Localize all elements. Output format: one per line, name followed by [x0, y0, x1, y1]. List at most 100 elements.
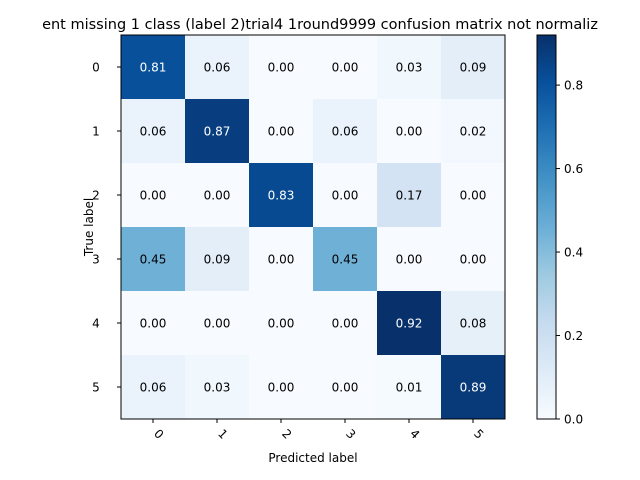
y-tick-label: 5 — [92, 381, 100, 395]
y-tick-label: 1 — [92, 125, 100, 139]
plot-frame — [120, 34, 506, 420]
heatmap-cell — [121, 163, 186, 228]
colorbar-ticks: 0.0 0.2 0.4 0.6 0.8 — [556, 79, 583, 427]
colorbar-tick-label: 0.4 — [564, 246, 583, 260]
cell-value-label: 0.00 — [332, 189, 359, 203]
heatmap-cell — [121, 35, 186, 100]
heatmap-cell — [249, 227, 314, 292]
cell-value-label: 0.03 — [396, 61, 423, 75]
colorbar-tick-label: 0.2 — [564, 329, 583, 343]
y-tick-label: 2 — [92, 189, 100, 203]
cell-value-label: 0.08 — [460, 317, 487, 331]
heatmap-cell — [441, 163, 506, 228]
heatmap-cell — [377, 163, 442, 228]
cell-value-label: 0.83 — [268, 189, 295, 203]
cell-value-label: 0.01 — [396, 381, 423, 395]
cell-value-label: 0.89 — [460, 381, 487, 395]
heatmap-cell — [185, 99, 250, 164]
heatmap-cell — [441, 355, 506, 420]
heatmap-cell — [121, 291, 186, 356]
heatmap-cell — [249, 355, 314, 420]
cell-value-label: 0.00 — [332, 61, 359, 75]
heatmap-cell — [377, 227, 442, 292]
heatmap-cell — [313, 35, 378, 100]
cell-value-label: 0.00 — [268, 317, 295, 331]
y-tick-label: 4 — [92, 317, 100, 331]
heatmap-cell — [377, 35, 442, 100]
cell-labels: 0.81 0.06 0.00 0.00 0.03 0.09 0.06 0.87 0.00 0.06… — [140, 61, 487, 395]
heatmap-cell — [249, 99, 314, 164]
heatmap-cell — [121, 355, 186, 420]
cell-value-label: 0.87 — [204, 125, 231, 139]
heatmap-cell — [249, 291, 314, 356]
cell-value-label: 0.00 — [268, 381, 295, 395]
cell-value-label: 0.06 — [204, 61, 231, 75]
cell-value-label: 0.00 — [332, 317, 359, 331]
x-tick-label: 4 — [407, 427, 422, 442]
heatmap-cell — [121, 227, 186, 292]
heatmap-cell — [313, 227, 378, 292]
heatmap-cell — [441, 291, 506, 356]
y-axis-ticks: 0 1 2 3 4 5 — [92, 61, 121, 395]
colorbar-tick-label: 0.6 — [564, 162, 583, 176]
heatmap-cell — [249, 35, 314, 100]
cell-value-label: 0.92 — [396, 317, 423, 331]
chart-title: ent missing 1 class (label 2)trial4 1rou… — [42, 17, 598, 33]
colorbar-tick-label: 0.8 — [564, 79, 583, 93]
colorbar — [536, 34, 557, 420]
cell-value-label: 0.81 — [140, 61, 167, 75]
heatmap-cell — [313, 163, 378, 228]
cell-value-label: 0.45 — [332, 253, 359, 267]
cell-value-label: 0.06 — [140, 125, 167, 139]
heatmap-cell — [313, 291, 378, 356]
cell-value-label: 0.00 — [460, 189, 487, 203]
cell-value-label: 0.00 — [396, 253, 423, 267]
cell-value-label: 0.00 — [140, 317, 167, 331]
heatmap-cell — [377, 99, 442, 164]
heatmap-cell — [441, 99, 506, 164]
cell-value-label: 0.00 — [204, 317, 231, 331]
cell-value-label: 0.03 — [204, 381, 231, 395]
cell-value-label: 0.02 — [460, 125, 487, 139]
x-axis-ticks: 0 1 2 3 4 5 — [151, 419, 486, 442]
cell-value-label: 0.00 — [268, 253, 295, 267]
x-tick-label: 2 — [279, 427, 294, 442]
x-tick-label: 5 — [471, 427, 486, 442]
heatmap-cell — [185, 355, 250, 420]
heatmap-cell — [377, 291, 442, 356]
heatmap-cell — [377, 355, 442, 420]
y-tick-label: 3 — [92, 253, 100, 267]
heatmap-cell — [441, 227, 506, 292]
cell-value-label: 0.09 — [204, 253, 231, 267]
heatmap-cell — [313, 355, 378, 420]
cell-value-label: 0.00 — [140, 189, 167, 203]
x-axis-label: Predicted label — [268, 451, 357, 465]
heatmap-cell — [185, 35, 250, 100]
cell-value-label: 0.00 — [396, 125, 423, 139]
cell-value-label: 0.45 — [140, 253, 167, 267]
cell-value-label: 0.00 — [460, 253, 487, 267]
x-tick-label: 0 — [151, 427, 166, 442]
heatmap-cell — [185, 227, 250, 292]
cell-value-label: 0.00 — [204, 189, 231, 203]
heatmap-cell — [185, 163, 250, 228]
heatmap-cell — [249, 163, 314, 228]
x-tick-label: 1 — [215, 427, 230, 442]
cell-value-label: 0.00 — [332, 381, 359, 395]
heatmap-cell — [185, 291, 250, 356]
heatmap-cell — [313, 99, 378, 164]
cell-value-label: 0.00 — [268, 125, 295, 139]
y-axis-label: True label — [82, 198, 96, 257]
cell-value-label: 0.06 — [140, 381, 167, 395]
cell-value-label: 0.00 — [268, 61, 295, 75]
heatmap-cell — [121, 99, 186, 164]
colorbar-tick-label: 0.0 — [564, 413, 583, 427]
heatmap-cell — [441, 35, 506, 100]
y-tick-label: 0 — [92, 61, 100, 75]
cell-value-label: 0.09 — [460, 61, 487, 75]
cell-value-label: 0.06 — [332, 125, 359, 139]
x-tick-label: 3 — [343, 427, 358, 442]
cell-value-label: 0.17 — [396, 189, 423, 203]
heatmap-cells — [121, 35, 506, 420]
